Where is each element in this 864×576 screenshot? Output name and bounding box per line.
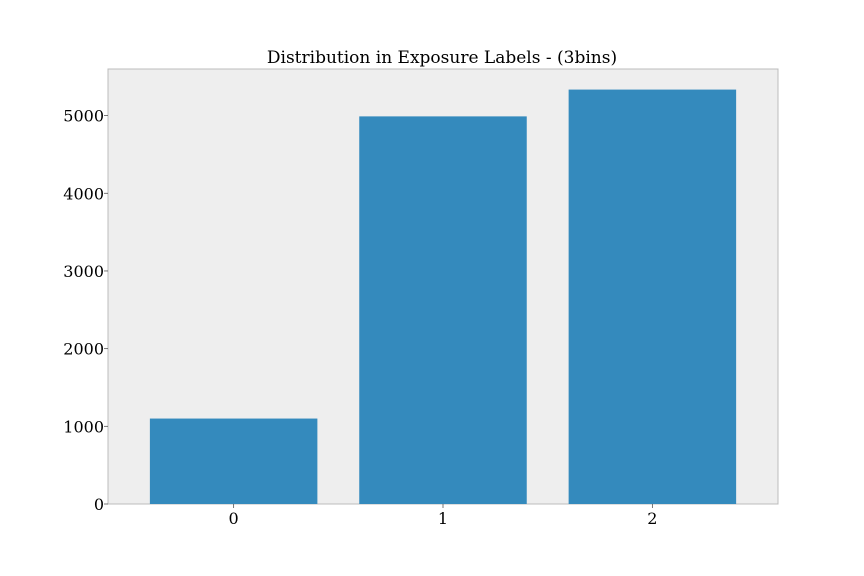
y-tick-label: 2000 [63,340,104,359]
x-axis: 0 1 2 [229,504,657,528]
y-axis: 0 1000 2000 3000 4000 5000 [63,107,108,514]
y-tick-label: 0 [94,495,104,514]
y-tick-label: 3000 [63,262,104,281]
bar-0 [149,418,318,504]
x-tick-label: 0 [229,509,239,528]
y-tick-label: 1000 [63,417,104,436]
x-tick-label: 2 [647,509,657,528]
y-tick-label: 5000 [63,107,104,126]
y-tick-label: 4000 [63,184,104,203]
bar-2 [568,89,737,504]
bar-1 [359,116,527,504]
bars-group [149,89,737,504]
x-tick-label: 1 [438,509,448,528]
chart-title: Distribution in Exposure Labels - (3bins… [267,48,617,68]
